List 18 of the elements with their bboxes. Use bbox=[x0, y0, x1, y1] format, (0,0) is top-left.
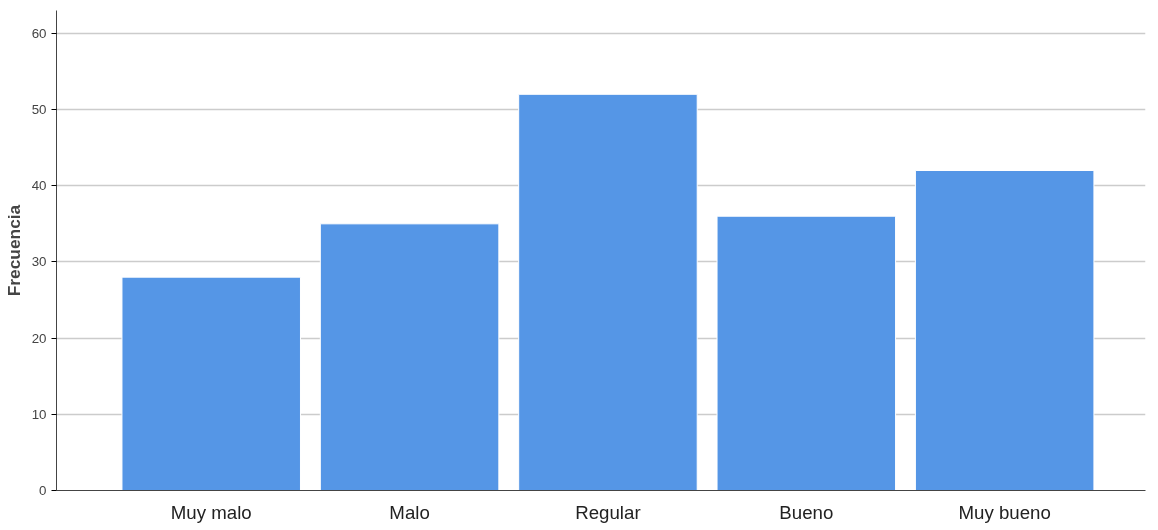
x-tick-label: Bueno bbox=[779, 501, 834, 523]
y-tick-label: 10 bbox=[31, 406, 47, 422]
bar bbox=[121, 276, 301, 491]
x-tick-label: Muy malo bbox=[170, 501, 252, 523]
x-tick-label: Muy bueno bbox=[958, 501, 1051, 523]
y-tick-label: 0 bbox=[39, 483, 47, 498]
y-tick-label: 30 bbox=[31, 254, 47, 270]
y-tick-label: 40 bbox=[31, 178, 47, 194]
bar bbox=[914, 170, 1095, 491]
bar bbox=[319, 223, 500, 491]
y-tick-label: 60 bbox=[31, 25, 47, 41]
bar bbox=[518, 93, 698, 491]
x-tick-label: Malo bbox=[389, 501, 430, 523]
bar bbox=[716, 215, 897, 491]
y-axis-title: Frecuencia bbox=[3, 204, 24, 297]
x-tick-label: Regular bbox=[575, 501, 641, 523]
y-tick-label: 20 bbox=[31, 330, 47, 346]
y-tick-label: 50 bbox=[31, 102, 47, 118]
